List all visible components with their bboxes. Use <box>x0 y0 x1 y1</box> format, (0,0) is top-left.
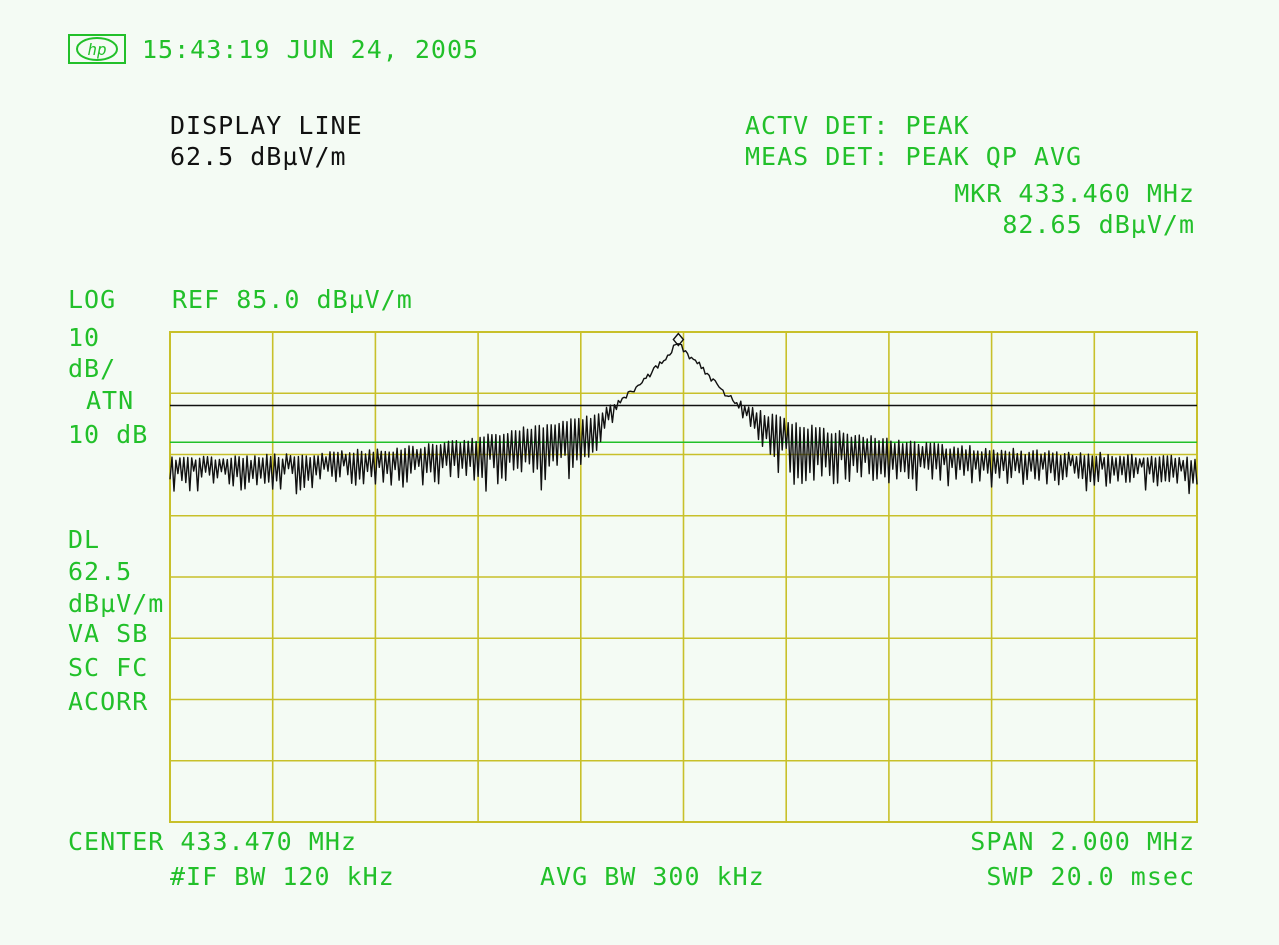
graticule <box>169 331 1198 823</box>
display-line-title: DISPLAY LINE <box>170 111 363 140</box>
trace-line <box>169 343 1198 495</box>
timestamp: 15:43:19 JUN 24, 2005 <box>142 35 480 64</box>
marker-group <box>672 332 685 347</box>
sweep-time: SWP 20.0 msec <box>986 862 1195 891</box>
dl-unit: dBµV/m <box>68 589 165 618</box>
svg-text:hp: hp <box>87 40 106 59</box>
average-bandwidth: AVG BW 300 kHz <box>540 862 765 891</box>
active-detector: ACTV DET: PEAK <box>745 111 970 140</box>
reference-level: REF 85.0 dBµV/m <box>172 285 413 314</box>
reference-lines <box>170 404 1197 444</box>
acorr-label: ACORR <box>68 687 149 716</box>
attenuation-value: 10 dB <box>68 420 149 449</box>
marker-diamond <box>672 332 685 347</box>
scale-div-value: 10 <box>68 323 101 352</box>
measure-detector: MEAS DET: PEAK QP AVG <box>745 142 1083 171</box>
hp-logo-icon: hp <box>68 34 126 64</box>
scale-div-unit: dB/ <box>68 354 117 383</box>
span: SPAN 2.000 MHz <box>970 827 1195 856</box>
if-bandwidth: #IF BW 120 kHz <box>170 862 395 891</box>
attenuation-label: ATN <box>86 386 135 415</box>
trace-group <box>169 343 1198 495</box>
sc-fc-label: SC FC <box>68 653 149 682</box>
dl-label: DL <box>68 525 101 554</box>
display-line-value: 62.5 dBµV/m <box>170 142 347 171</box>
marker-level: 82.65 dBµV/m <box>1002 210 1195 239</box>
center-frequency: CENTER 433.470 MHz <box>68 827 357 856</box>
dl-value: 62.5 <box>68 557 133 586</box>
va-sb-label: VA SB <box>68 619 149 648</box>
scale-type: LOG <box>68 285 117 314</box>
marker-frequency: MKR 433.460 MHz <box>954 179 1195 208</box>
